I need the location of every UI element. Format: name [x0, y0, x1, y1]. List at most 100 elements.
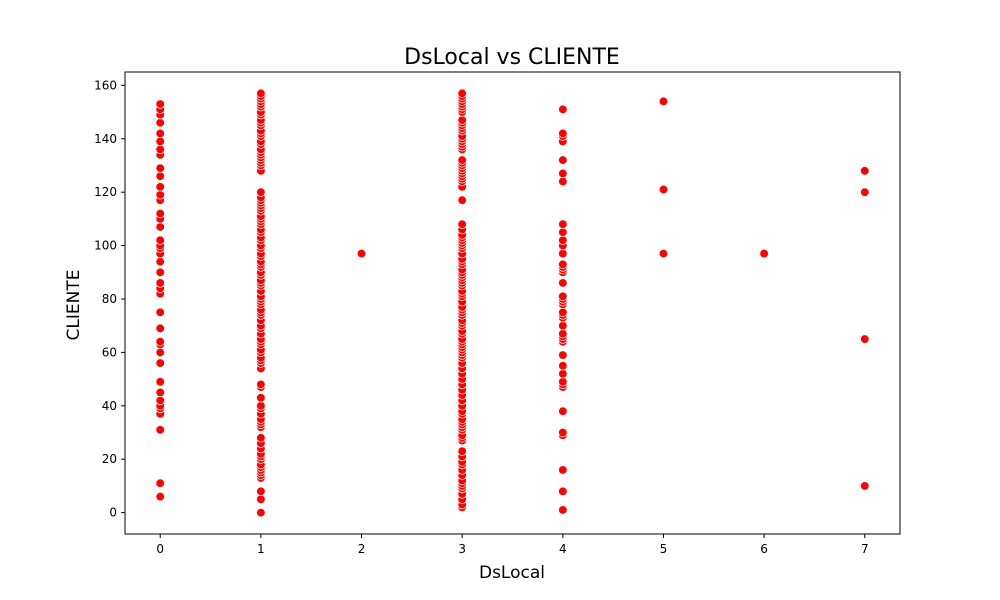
data-point — [457, 195, 467, 205]
data-point — [256, 379, 266, 390]
x-axis-label: DsLocal — [479, 563, 545, 583]
data-point — [558, 176, 568, 187]
data-point — [558, 361, 568, 371]
data-point — [155, 377, 165, 387]
y-tick-label: 40 — [102, 399, 117, 413]
data-points — [155, 88, 870, 518]
data-point — [256, 187, 266, 197]
data-point — [256, 393, 266, 403]
data-point — [457, 88, 467, 99]
x-tick-label: 5 — [660, 542, 668, 556]
y-tick-label: 120 — [94, 185, 117, 199]
data-point — [558, 406, 568, 416]
y-tick-label: 60 — [102, 345, 117, 359]
data-point — [558, 291, 568, 301]
data-point — [155, 144, 165, 155]
data-point — [155, 307, 165, 317]
data-point — [558, 104, 568, 115]
data-point — [155, 491, 165, 502]
data-point — [256, 507, 266, 518]
data-point — [558, 227, 568, 237]
data-point — [558, 350, 568, 360]
x-tick-label: 6 — [760, 542, 768, 556]
data-point — [860, 187, 870, 197]
data-point — [155, 395, 165, 406]
data-point — [155, 478, 165, 488]
data-point — [155, 425, 165, 435]
data-point — [155, 256, 165, 267]
y-tick-label: 0 — [109, 506, 117, 520]
data-point — [155, 222, 165, 232]
data-point — [457, 115, 467, 125]
data-point — [558, 235, 568, 245]
y-tick-label: 80 — [102, 292, 117, 306]
data-point — [256, 433, 266, 443]
data-point — [155, 99, 165, 109]
data-point — [558, 307, 568, 317]
data-point — [860, 166, 870, 176]
data-point — [658, 96, 669, 107]
data-point — [558, 427, 568, 438]
data-point — [356, 248, 367, 259]
data-point — [558, 259, 568, 269]
data-point — [155, 163, 165, 173]
y-tick-label: 20 — [102, 452, 117, 466]
data-point — [155, 278, 165, 288]
data-point — [658, 248, 669, 259]
data-point — [155, 235, 165, 245]
x-axis-ticks: 0 1 2 3 4 5 6 7 — [156, 534, 869, 556]
data-point — [558, 486, 568, 496]
data-point — [155, 347, 165, 358]
x-tick-label: 1 — [257, 542, 265, 556]
data-point — [155, 128, 165, 139]
x-tick-label: 4 — [559, 542, 567, 556]
data-point — [256, 401, 266, 411]
data-point — [558, 168, 568, 179]
data-point — [558, 248, 568, 259]
data-point — [155, 182, 165, 192]
data-point — [155, 136, 165, 147]
data-point — [457, 155, 467, 165]
y-tick-label: 140 — [94, 132, 117, 146]
data-point — [658, 184, 669, 195]
x-tick-label: 3 — [458, 542, 466, 556]
data-point — [155, 337, 165, 347]
data-point — [759, 248, 769, 259]
data-point — [860, 334, 870, 344]
y-axis-label: CLIENTE — [64, 270, 84, 341]
data-point — [558, 329, 568, 339]
data-point — [558, 321, 568, 331]
data-point — [155, 323, 165, 334]
plot-frame — [124, 71, 901, 535]
data-point — [558, 369, 568, 379]
data-point — [558, 219, 568, 229]
y-tick-label: 100 — [94, 239, 117, 253]
data-point — [457, 219, 467, 229]
x-tick-label: 2 — [358, 542, 366, 556]
data-point — [558, 155, 568, 165]
data-point — [155, 118, 165, 128]
data-point — [155, 358, 165, 368]
x-tick-label: 0 — [156, 542, 164, 556]
x-tick-label: 7 — [861, 542, 869, 556]
data-point — [155, 190, 165, 200]
data-point — [155, 208, 165, 219]
data-point — [256, 486, 266, 496]
data-point — [860, 481, 870, 491]
data-point — [256, 494, 266, 504]
data-point — [155, 387, 165, 398]
chart-title: DsLocal vs CLIENTE — [404, 45, 620, 70]
data-point — [155, 267, 165, 277]
data-point — [558, 505, 568, 515]
data-point — [558, 377, 568, 387]
data-point — [558, 128, 568, 139]
y-axis-ticks: 0 20 40 60 80 100 120 140 160 — [94, 78, 125, 520]
data-point — [558, 465, 568, 475]
data-point — [457, 446, 467, 456]
y-tick-label: 160 — [94, 78, 117, 92]
data-point — [155, 171, 165, 181]
data-point — [558, 278, 568, 288]
data-point — [256, 88, 266, 99]
